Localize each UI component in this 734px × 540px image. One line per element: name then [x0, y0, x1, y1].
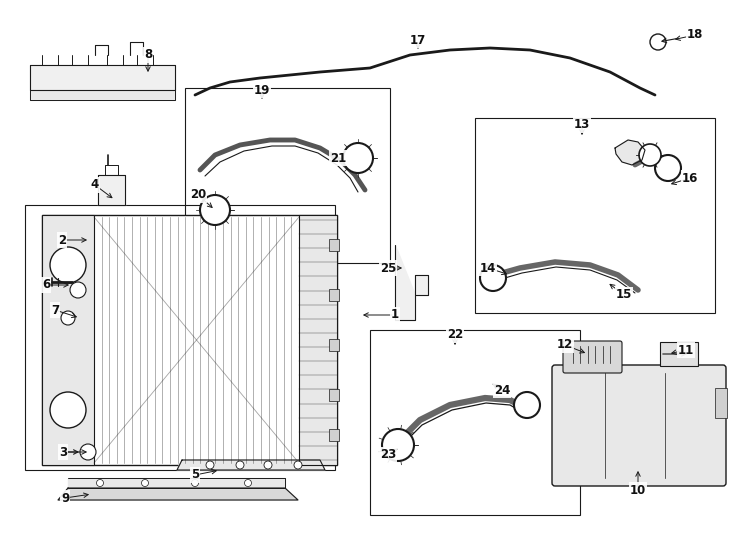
Circle shape — [50, 247, 86, 283]
Text: 19: 19 — [254, 84, 270, 97]
Text: 13: 13 — [574, 118, 590, 132]
Circle shape — [244, 480, 252, 487]
Text: 24: 24 — [494, 383, 510, 396]
Circle shape — [70, 282, 86, 298]
Text: 2: 2 — [58, 233, 66, 246]
Polygon shape — [30, 90, 175, 100]
Text: 4: 4 — [91, 179, 99, 192]
Bar — [299, 215, 337, 465]
Circle shape — [61, 311, 75, 325]
Bar — [475, 118, 715, 313]
Text: 6: 6 — [42, 279, 50, 292]
Text: 10: 10 — [630, 483, 646, 496]
Circle shape — [343, 143, 373, 173]
Bar — [329, 239, 339, 251]
Bar — [370, 330, 580, 515]
Text: 21: 21 — [330, 152, 346, 165]
Text: 5: 5 — [191, 469, 199, 482]
Text: 12: 12 — [557, 339, 573, 352]
FancyBboxPatch shape — [552, 365, 726, 486]
Text: 14: 14 — [480, 261, 496, 274]
Text: 7: 7 — [51, 303, 59, 316]
Circle shape — [639, 144, 661, 166]
Polygon shape — [395, 245, 428, 320]
Bar — [185, 88, 390, 263]
Polygon shape — [68, 478, 285, 488]
Circle shape — [264, 461, 272, 469]
Text: 22: 22 — [447, 328, 463, 341]
Text: 3: 3 — [59, 446, 67, 458]
Circle shape — [655, 155, 681, 181]
Circle shape — [294, 461, 302, 469]
Circle shape — [192, 480, 198, 487]
Circle shape — [480, 265, 506, 291]
Circle shape — [236, 461, 244, 469]
Circle shape — [650, 34, 666, 50]
Text: 15: 15 — [616, 288, 632, 301]
Text: 17: 17 — [410, 33, 426, 46]
Polygon shape — [98, 175, 125, 205]
Text: 20: 20 — [190, 188, 206, 201]
Bar — [42, 215, 337, 465]
Circle shape — [96, 480, 103, 487]
Bar — [329, 339, 339, 351]
Circle shape — [206, 461, 214, 469]
Bar — [715, 388, 727, 418]
Circle shape — [200, 195, 230, 225]
Text: 16: 16 — [682, 172, 698, 185]
Circle shape — [514, 392, 540, 418]
Polygon shape — [177, 460, 325, 470]
Text: 11: 11 — [678, 343, 694, 356]
Bar — [329, 389, 339, 401]
Polygon shape — [30, 65, 175, 90]
Polygon shape — [58, 488, 298, 500]
Bar — [25, 205, 335, 470]
Polygon shape — [78, 252, 92, 262]
Polygon shape — [615, 140, 645, 165]
FancyBboxPatch shape — [563, 341, 622, 373]
Text: 25: 25 — [379, 261, 396, 274]
Bar — [329, 289, 339, 301]
Circle shape — [142, 480, 148, 487]
Text: 1: 1 — [391, 308, 399, 321]
Circle shape — [80, 444, 96, 460]
Text: 18: 18 — [687, 29, 703, 42]
Circle shape — [50, 392, 86, 428]
Text: 9: 9 — [61, 491, 69, 504]
Bar — [329, 429, 339, 441]
Circle shape — [382, 429, 414, 461]
Text: 23: 23 — [380, 449, 396, 462]
Bar — [660, 342, 698, 366]
Circle shape — [78, 221, 92, 235]
Text: 8: 8 — [144, 49, 152, 62]
Bar — [42, 215, 94, 465]
